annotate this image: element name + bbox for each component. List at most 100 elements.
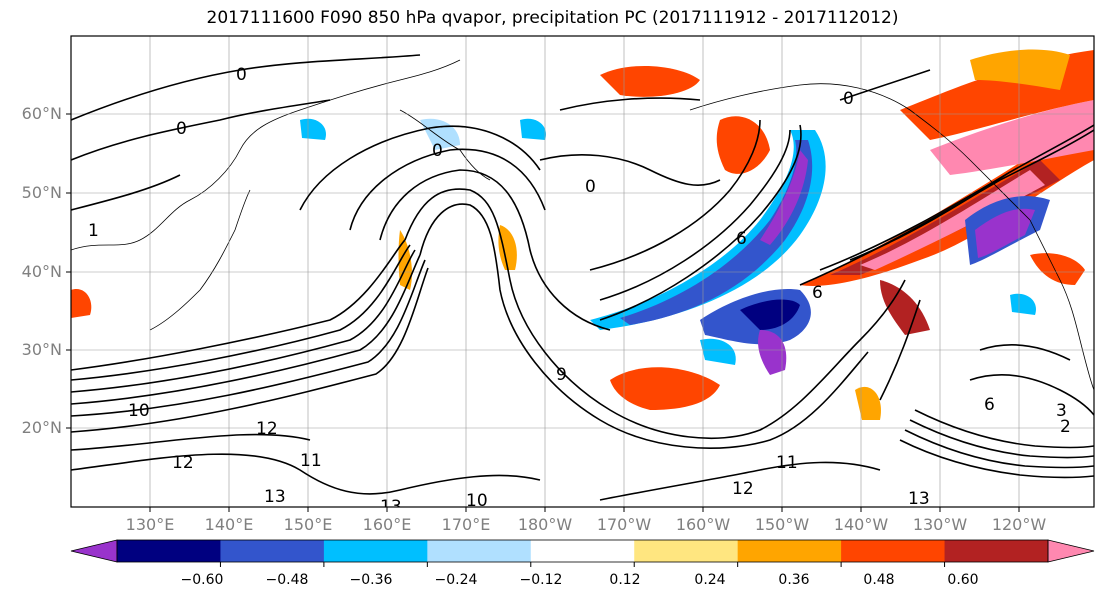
- contour-line: [899, 439, 1094, 479]
- colorbar-tick-label: −0.12: [519, 572, 563, 588]
- contour-label: 0: [432, 141, 443, 161]
- contour-label: 0: [236, 65, 247, 85]
- contour-line: [71, 99, 331, 161]
- negative-anomaly-patch: [975, 208, 1035, 258]
- colorbar-segment: [634, 540, 739, 562]
- contour-line: [879, 299, 921, 401]
- lon-label-140e: 140°E: [204, 515, 254, 534]
- contour-label: 3: [1056, 401, 1067, 421]
- lat-label-40n: 40°N: [21, 262, 62, 281]
- colorbar-segment: [737, 540, 842, 562]
- contour-label: 11: [300, 451, 322, 471]
- colorbar-tick-label: 0.12: [609, 572, 641, 588]
- contour-line: [559, 97, 701, 111]
- contour-label: 9: [556, 365, 567, 385]
- japan-coastline: [149, 189, 251, 331]
- positive-anomaly-patch: [855, 386, 881, 420]
- lat-label-50n: 50°N: [21, 183, 62, 202]
- na-west-coastline: [1029, 219, 1094, 391]
- contour-line: [599, 124, 802, 321]
- contour-label: 11: [776, 453, 798, 473]
- lon-label-120w: 120°W: [991, 515, 1047, 534]
- colorbar-segment: [220, 540, 325, 562]
- colorbar-segment: [427, 540, 532, 562]
- contour-line: [71, 244, 411, 381]
- contour-label: 13: [908, 489, 930, 509]
- contour-line: [979, 344, 1071, 361]
- colorbar-segment: [530, 540, 635, 562]
- contour-label: 10: [466, 491, 488, 511]
- contour-line: [71, 254, 421, 405]
- colorbar-extend-left: [70, 539, 118, 563]
- contour-label: 12: [732, 479, 754, 499]
- contour-line: [71, 433, 311, 451]
- colorbar-segment: [323, 540, 428, 562]
- contour-line: [379, 169, 611, 331]
- contour-label: 2: [1060, 417, 1071, 437]
- lon-label-140w: 140°W: [833, 515, 889, 534]
- contour-label: 6: [984, 395, 995, 415]
- contour-line: [909, 419, 1094, 459]
- colorbar-segment: [117, 540, 221, 562]
- alaska-coastline: [689, 83, 1031, 221]
- graticule: [71, 36, 1094, 507]
- contour-line: [71, 54, 421, 121]
- contour-line: [71, 267, 429, 433]
- positive-anomaly-patch: [610, 367, 720, 410]
- contour-labels: 0 0 0 0 0 1 6 6 9 10 10 11 11 12 12 12 1…: [88, 65, 1071, 517]
- contour-line: [914, 409, 1094, 449]
- contour-label: 0: [843, 89, 854, 109]
- contour-line: [71, 259, 426, 417]
- contour-line: [419, 203, 869, 449]
- contour-line: [599, 461, 881, 501]
- positive-anomaly-patch: [716, 116, 770, 174]
- lon-label-130w: 130°W: [912, 515, 968, 534]
- lat-label-60n: 60°N: [21, 104, 62, 123]
- lon-label-170e: 170°E: [441, 515, 491, 534]
- contour-line: [404, 188, 906, 439]
- contour-line: [299, 125, 541, 211]
- colorbar-tick-label: −0.24: [434, 572, 478, 588]
- colorbar-extend-right: [1047, 539, 1095, 563]
- lon-label-170w: 170°W: [596, 515, 652, 534]
- negative-anomaly-patch: [300, 118, 326, 140]
- contour-label: 13: [380, 497, 402, 517]
- contour-line: [904, 429, 1094, 469]
- negative-anomaly-patch: [700, 338, 736, 365]
- shaded-field: [71, 49, 1094, 420]
- map-plot-area: 0 0 0 0 0 1 6 6 9 10 10 11 11 12 12 12 1…: [71, 36, 1094, 517]
- contour-label: 12: [256, 419, 278, 439]
- contour-line: [71, 239, 406, 371]
- contour-label: 13: [264, 487, 286, 507]
- contour-line: [839, 69, 931, 101]
- colorbar-tick-label: −0.36: [349, 572, 393, 588]
- contour-label: 1: [88, 221, 99, 241]
- positive-anomaly-patch: [880, 280, 930, 335]
- colorbar-tick-label: 0.48: [863, 572, 895, 588]
- contour-line: [589, 119, 761, 271]
- negative-anomaly-patch: [758, 330, 787, 375]
- positive-anomaly-patch: [600, 65, 700, 97]
- colorbar-tick-label: 0.60: [947, 572, 979, 588]
- contour-line: [539, 154, 721, 186]
- colorbar-segment: [944, 540, 1049, 562]
- positive-anomaly-patch: [1030, 253, 1085, 285]
- positive-anomaly-patch: [498, 225, 517, 270]
- colorbar-tick-label: 0.36: [778, 572, 810, 588]
- positive-anomaly-patch: [71, 289, 92, 318]
- colorbar: [70, 539, 1095, 567]
- negative-anomaly-patch: [520, 118, 546, 140]
- contour-label: 12: [172, 453, 194, 473]
- colorbar-tick-label: −0.48: [265, 572, 309, 588]
- colorbar-tick-label: 0.24: [694, 572, 726, 588]
- map-title: 2017111600 F090 850 hPa qvapor, precipit…: [206, 8, 899, 28]
- negative-anomaly-patch: [760, 150, 808, 245]
- negative-anomaly-patch: [1010, 293, 1036, 315]
- lon-label-130e: 130°E: [125, 515, 175, 534]
- contour-label: 0: [176, 119, 187, 139]
- positive-anomaly-patch: [970, 49, 1070, 90]
- contour-line: [71, 174, 181, 211]
- lon-label-160e: 160°E: [362, 515, 412, 534]
- contour-label: 10: [128, 401, 150, 421]
